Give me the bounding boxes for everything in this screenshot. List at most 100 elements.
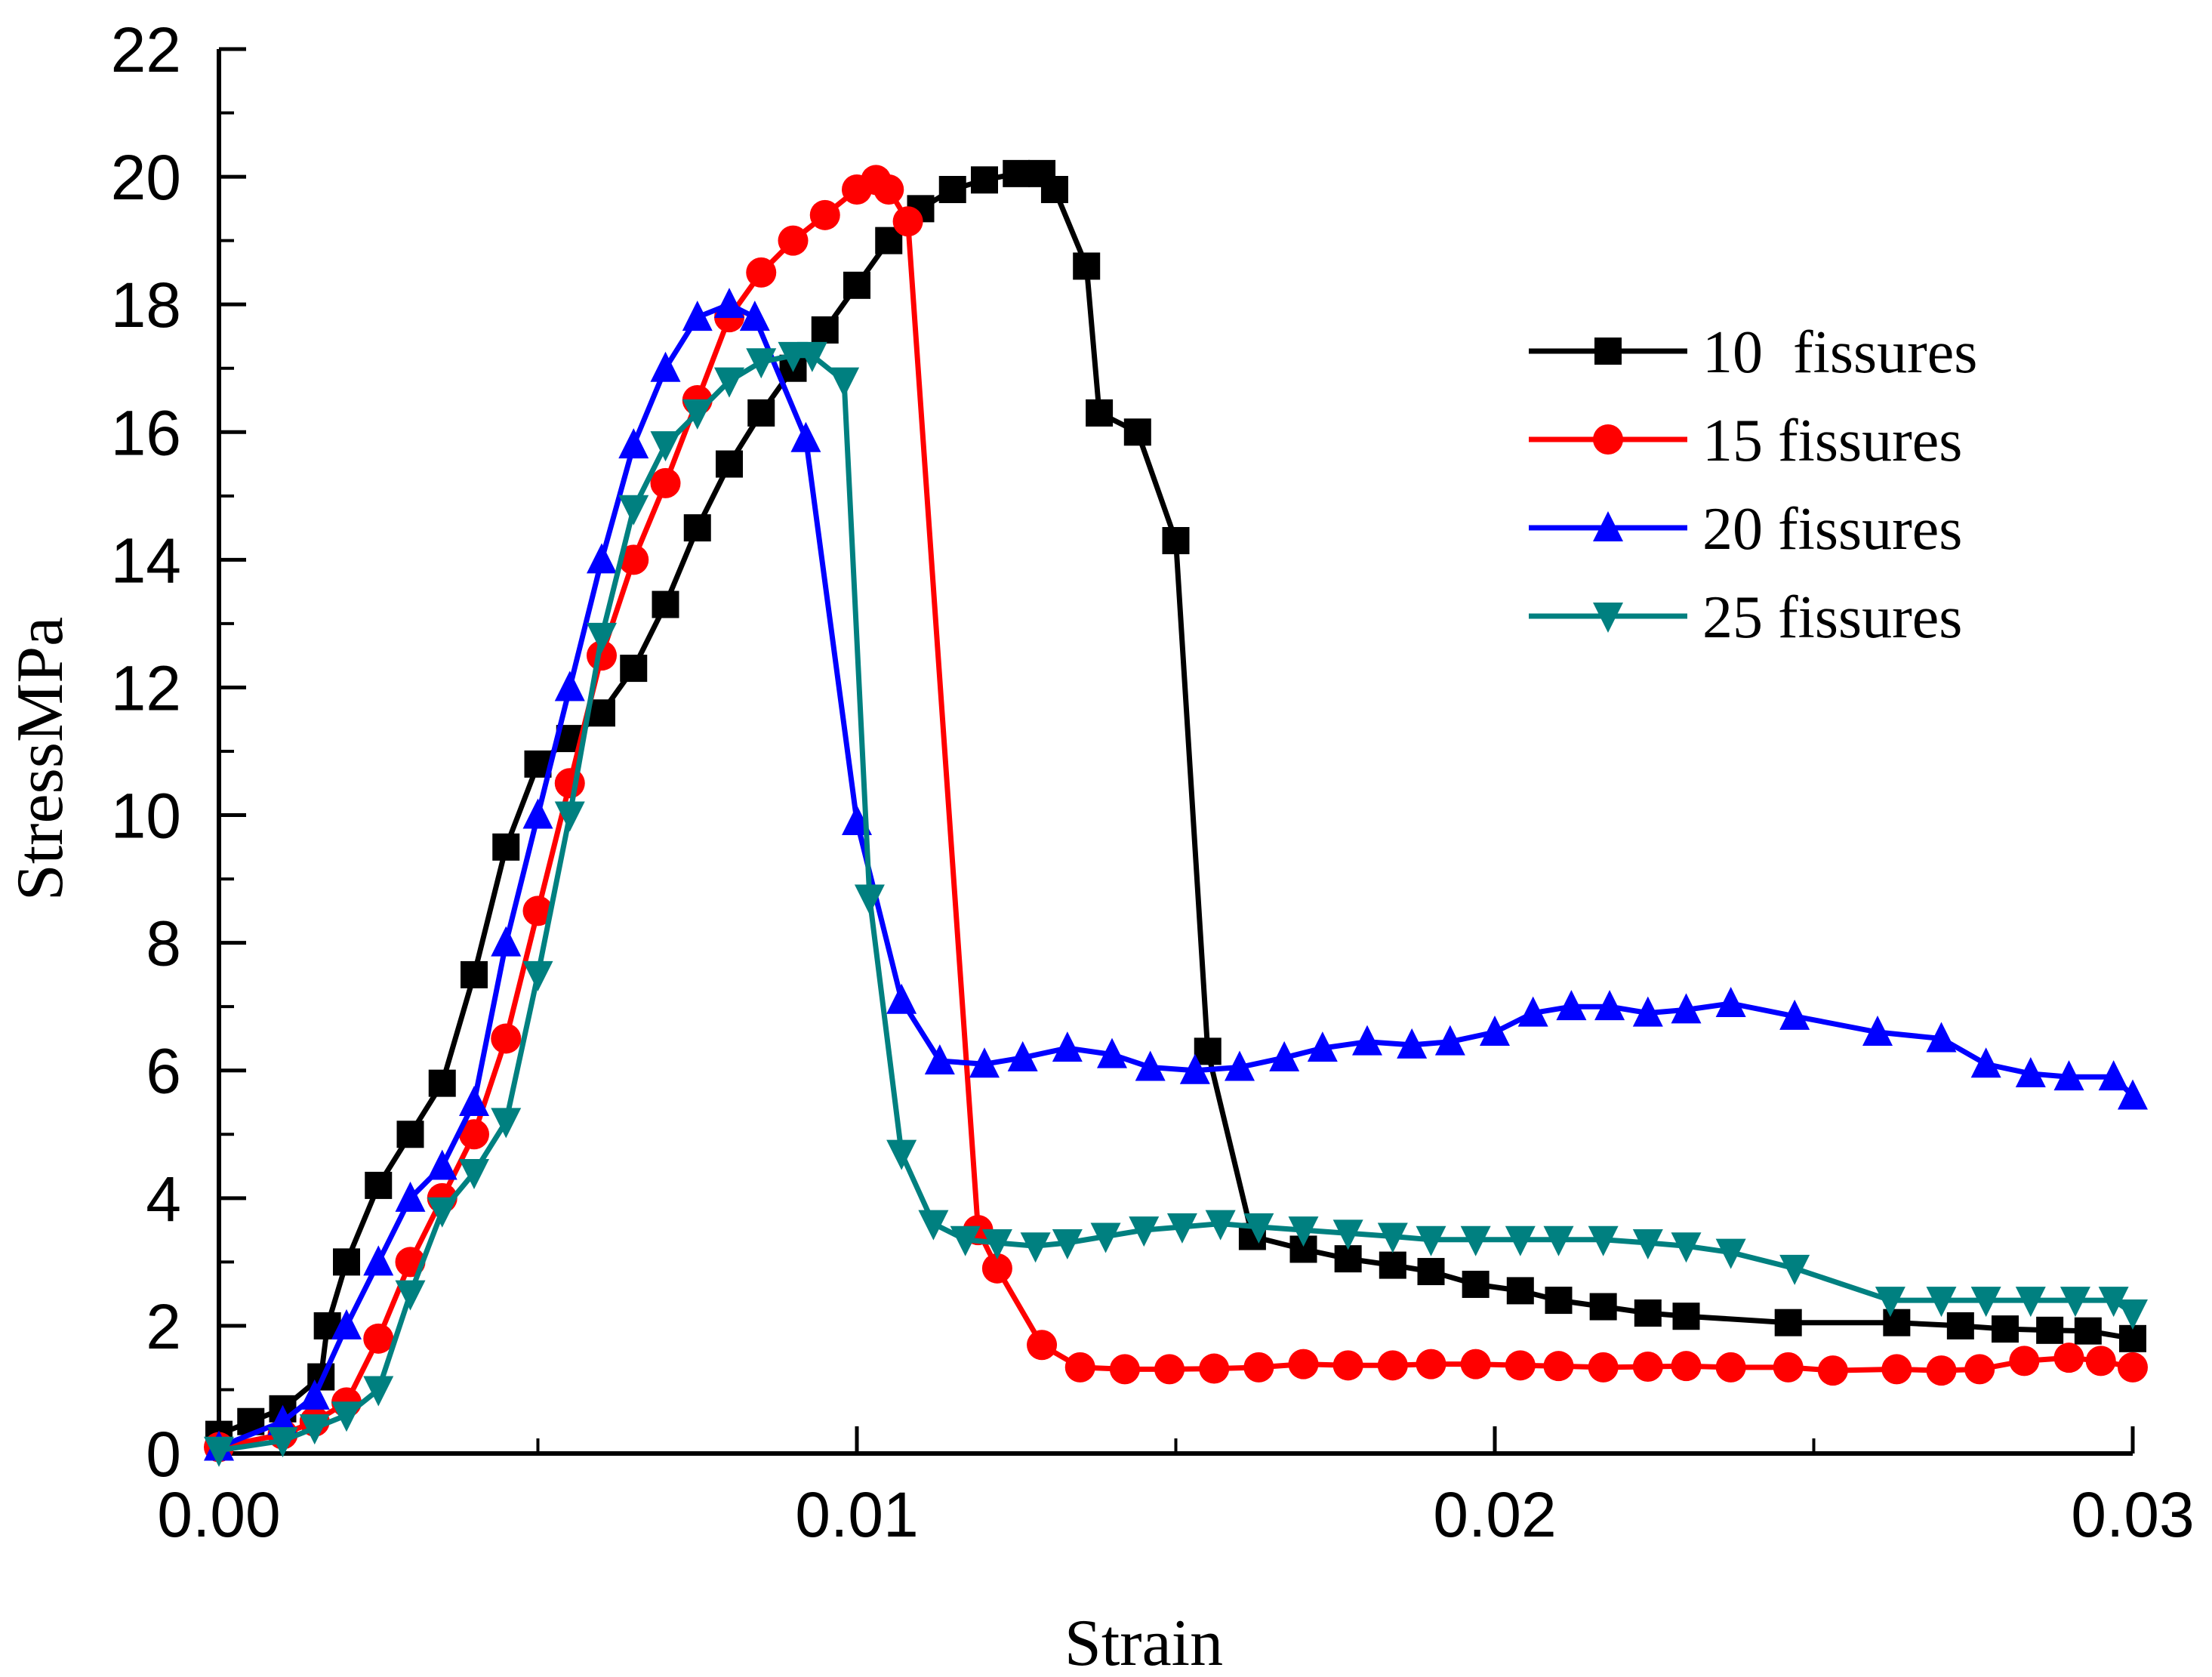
data-point: [587, 640, 617, 671]
data-point: [554, 801, 585, 832]
data-point: [491, 1108, 522, 1139]
data-point: [1179, 1053, 1210, 1084]
data-point: [682, 399, 713, 430]
data-point: [1779, 999, 1810, 1030]
data-point: [1632, 1229, 1663, 1259]
y-tick-label: 12: [111, 652, 181, 723]
legend-label: 25 fissures: [1702, 584, 1962, 651]
data-point: [1817, 1355, 1848, 1386]
data-point: [918, 1210, 949, 1241]
data-point: [1517, 996, 1548, 1027]
data-point: [1040, 176, 1068, 203]
data-point: [1135, 1050, 1166, 1081]
data-point: [1225, 1050, 1255, 1081]
y-tick-label: 16: [111, 397, 181, 468]
y-tick-label: 14: [111, 525, 181, 596]
data-point: [491, 926, 522, 957]
data-point: [1556, 990, 1587, 1021]
data-point: [886, 1139, 917, 1170]
legend-marker: [1593, 424, 1623, 455]
data-point: [1862, 1016, 1893, 1046]
data-point: [1460, 1225, 1491, 1256]
data-point: [843, 271, 870, 299]
data-point: [1243, 1352, 1274, 1383]
series-layer: [204, 159, 2148, 1467]
data-point: [204, 1436, 234, 1467]
data-point: [739, 301, 770, 331]
data-point: [2015, 1056, 2046, 1087]
data-point: [873, 174, 904, 205]
data-point: [1964, 1354, 1995, 1385]
data-point: [1970, 1287, 2001, 1318]
data-point: [459, 1086, 489, 1116]
data-point: [1020, 1232, 1051, 1263]
data-point: [971, 166, 998, 194]
data-point: [1926, 1287, 1957, 1318]
data-point: [1073, 252, 1101, 280]
data-point: [1970, 1047, 2001, 1078]
data-point: [886, 983, 917, 1014]
series-line: [217, 301, 2135, 1450]
data-point: [1269, 1040, 1300, 1071]
data-point: [618, 428, 649, 459]
data-point: [1946, 1312, 1974, 1339]
data-point: [1545, 1287, 1573, 1315]
data-point: [620, 655, 648, 683]
data-point: [1926, 1022, 1957, 1053]
data-point: [331, 1309, 362, 1339]
data-point: [1377, 1350, 1408, 1381]
data-point: [1543, 1351, 1574, 1382]
x-axis-title: Strain: [1064, 1607, 1223, 1677]
data-point: [650, 351, 681, 382]
data-point: [1123, 418, 1151, 446]
data-point: [950, 1225, 981, 1256]
data-point: [1129, 1216, 1160, 1247]
data-point: [747, 399, 775, 427]
y-axis-title: StressMPa: [4, 617, 77, 902]
data-point: [714, 367, 744, 398]
legend-label: 15 fissures: [1702, 408, 1962, 474]
data-point: [1332, 1219, 1363, 1250]
data-point: [1109, 1354, 1140, 1385]
data-point: [1052, 1031, 1083, 1062]
data-point: [854, 884, 885, 915]
x-tick-label: 0.01: [795, 1479, 919, 1550]
data-point: [427, 1197, 457, 1228]
data-point: [1288, 1216, 1319, 1247]
data-point: [1460, 1349, 1491, 1380]
data-point: [1162, 527, 1190, 554]
data-point: [1632, 1352, 1663, 1383]
data-point: [811, 316, 839, 344]
legend-marker: [1594, 338, 1622, 365]
data-point: [2085, 1346, 2116, 1376]
data-point: [1589, 1293, 1617, 1321]
data-point: [1715, 1352, 1746, 1383]
data-point: [2036, 1316, 2064, 1344]
data-point: [365, 1171, 393, 1199]
data-point: [714, 288, 744, 319]
data-point: [1064, 1352, 1095, 1383]
legend-marker: [1593, 511, 1623, 541]
data-point: [1416, 1349, 1446, 1380]
data-point: [1883, 1309, 1911, 1336]
data-point: [459, 1119, 489, 1150]
data-point: [363, 1376, 394, 1407]
data-point: [924, 1044, 955, 1075]
data-point: [1194, 1037, 1222, 1065]
data-point: [618, 544, 649, 575]
y-tick-label: 20: [111, 142, 181, 213]
data-point: [2053, 1060, 2084, 1091]
data-point: [969, 1047, 1000, 1078]
data-point: [2118, 1299, 2148, 1330]
data-point: [2118, 1352, 2148, 1383]
data-point: [522, 798, 553, 829]
data-point: [1003, 159, 1031, 187]
y-tick-label: 4: [146, 1164, 181, 1235]
data-point: [1671, 993, 1702, 1024]
data-point: [299, 1379, 330, 1410]
data-point: [1505, 1350, 1536, 1381]
data-point: [299, 1414, 330, 1445]
series-4: [204, 341, 2148, 1467]
data-point: [1243, 1213, 1274, 1244]
series-line: [217, 171, 2133, 1437]
